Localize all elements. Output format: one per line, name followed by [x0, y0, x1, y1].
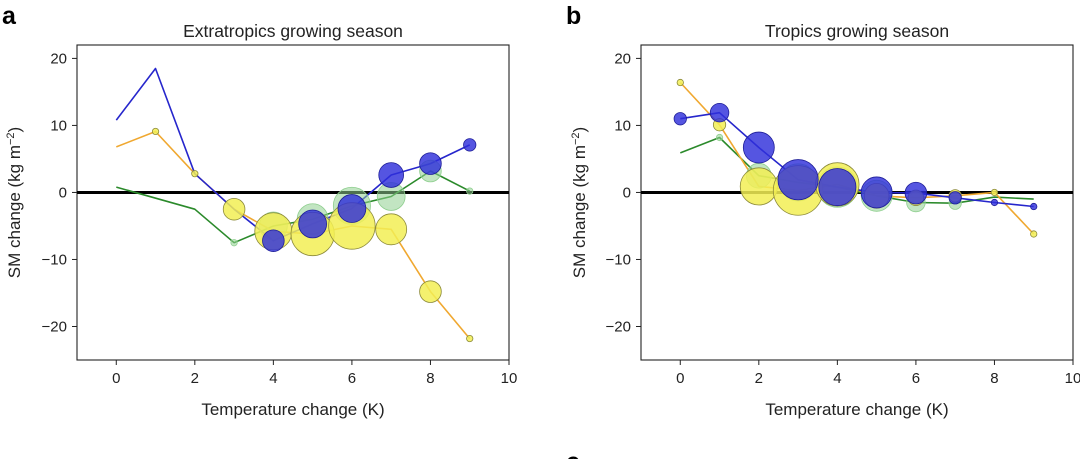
- panel-letter: a: [2, 2, 17, 30]
- data-point-orange: [739, 167, 778, 206]
- x-axis-label: Temperature change (K): [765, 400, 948, 419]
- x-tick-label: 0: [112, 370, 120, 387]
- data-point-orange: [990, 188, 999, 197]
- data-point-orange: [191, 170, 199, 178]
- data-point-orange: [419, 280, 442, 303]
- data-point-blue: [378, 162, 404, 188]
- y-tick-label: 20: [50, 50, 67, 67]
- series-line-blue: [115, 67, 471, 242]
- x-tick-label: 8: [426, 370, 434, 387]
- y-tick-label: 10: [614, 117, 631, 134]
- data-point-blue: [298, 209, 327, 239]
- y-tick-label: −20: [606, 318, 631, 335]
- y-tick-label: 0: [59, 184, 67, 201]
- data-point-green: [715, 133, 724, 142]
- data-point-blue: [777, 159, 819, 201]
- x-tick-label: 6: [912, 370, 920, 387]
- data-point-blue: [463, 138, 477, 152]
- y-tick-label: −10: [42, 251, 67, 268]
- data-point-blue: [1030, 202, 1038, 211]
- data-point-orange: [151, 127, 160, 136]
- data-point-blue: [337, 194, 367, 223]
- y-axis-label: SM change (kg m−2): [570, 127, 589, 278]
- data-point-blue: [818, 168, 857, 207]
- panel-a: a Extratropics growing season 0 2 4 6 8 10 20 10 0…: [2, 2, 517, 419]
- x-tick-label: 4: [269, 370, 277, 387]
- data-point-orange: [676, 78, 684, 87]
- x-tick-label: 8: [990, 370, 998, 387]
- y-tick-label: 20: [614, 50, 631, 67]
- partial-panel-letter: c: [566, 448, 580, 459]
- data-point-green: [466, 187, 474, 195]
- data-point-orange: [1030, 230, 1038, 238]
- x-tick-label: 4: [833, 370, 841, 387]
- x-tick-label: 6: [348, 370, 356, 387]
- x-tick-label: 2: [755, 370, 763, 387]
- data-point-blue: [904, 181, 928, 205]
- data-point-green: [230, 239, 238, 247]
- x-tick-label: 0: [676, 370, 684, 387]
- data-point-orange: [375, 213, 408, 246]
- chart-title: Tropics growing season: [765, 21, 949, 41]
- series-line-orange: [679, 81, 1035, 235]
- y-tick-label: −10: [606, 251, 631, 268]
- y-tick-label: 0: [623, 184, 631, 201]
- x-axis-label: Temperature change (K): [201, 400, 384, 419]
- data-point-blue: [673, 112, 687, 126]
- plot-frame: [76, 44, 510, 361]
- y-tick-label: 10: [50, 117, 67, 134]
- data-point-blue: [419, 152, 442, 175]
- plot-frame: [640, 44, 1074, 361]
- y-tick-label: −20: [42, 318, 67, 335]
- x-tick-label: 2: [191, 370, 199, 387]
- data-point-blue: [262, 229, 285, 252]
- panel-b: b Tropics growing season 0 2 4 6 8 10 20 10 0 −10 −2…: [566, 2, 1080, 419]
- data-point-orange: [466, 334, 474, 343]
- data-point-blue: [990, 198, 999, 207]
- data-point-blue: [709, 102, 730, 123]
- y-axis-label: SM change (kg m−2): [5, 127, 24, 278]
- x-tick-label: 10: [501, 370, 518, 387]
- data-point-orange: [222, 197, 246, 221]
- data-point-blue: [742, 131, 775, 164]
- chart-title: Extratropics growing season: [183, 21, 403, 41]
- x-tick-label: 10: [1065, 370, 1080, 387]
- data-point-blue: [860, 176, 893, 209]
- data-point-blue: [948, 191, 962, 205]
- panel-letter: b: [566, 2, 581, 30]
